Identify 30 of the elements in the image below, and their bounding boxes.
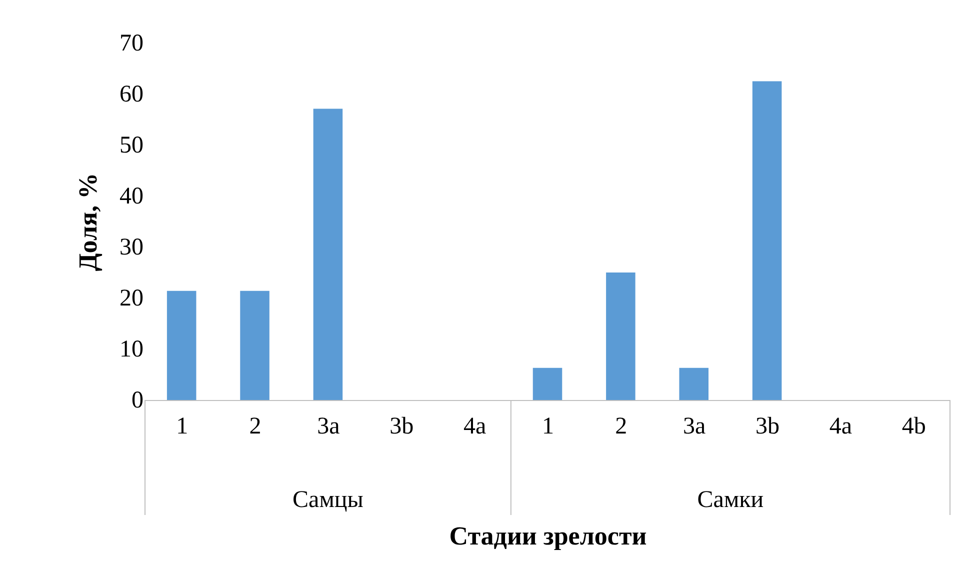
x-tick-label: 3b [390,414,414,440]
y-tick-label: 30 [120,234,144,260]
bar [240,290,270,400]
bar [313,108,343,400]
bar [752,81,782,400]
x-tick-label: 3a [683,414,706,440]
x-tick-label: 1 [176,414,188,440]
y-tick-label: 70 [120,30,144,56]
y-tick-label: 60 [120,82,144,108]
bar [606,272,636,400]
y-tick-label: 40 [120,184,144,210]
bar [166,290,196,400]
text: Самцы [292,487,364,513]
text: Самки [697,487,764,513]
bar [532,368,562,400]
x-axis-title: Стадии зрелости [449,522,647,550]
y-axis-title: Доля, % [74,172,102,272]
y-tick-label: 10 [120,336,144,362]
x-tick-label: 4a [463,414,486,440]
x-tick-label: 4a [829,414,852,440]
y-tick-label: 0 [132,388,144,414]
x-tick-label: 2 [249,414,262,440]
bar [679,368,708,400]
x-tick-label: 4b [902,414,926,440]
x-tick-label: 2 [615,414,628,440]
y-tick-label: 20 [120,286,144,312]
x-tick-label: 1 [542,414,554,440]
x-tick-label: 3a [317,414,340,440]
y-tick-label: 50 [120,132,144,158]
x-tick-label: 3b [756,414,780,440]
